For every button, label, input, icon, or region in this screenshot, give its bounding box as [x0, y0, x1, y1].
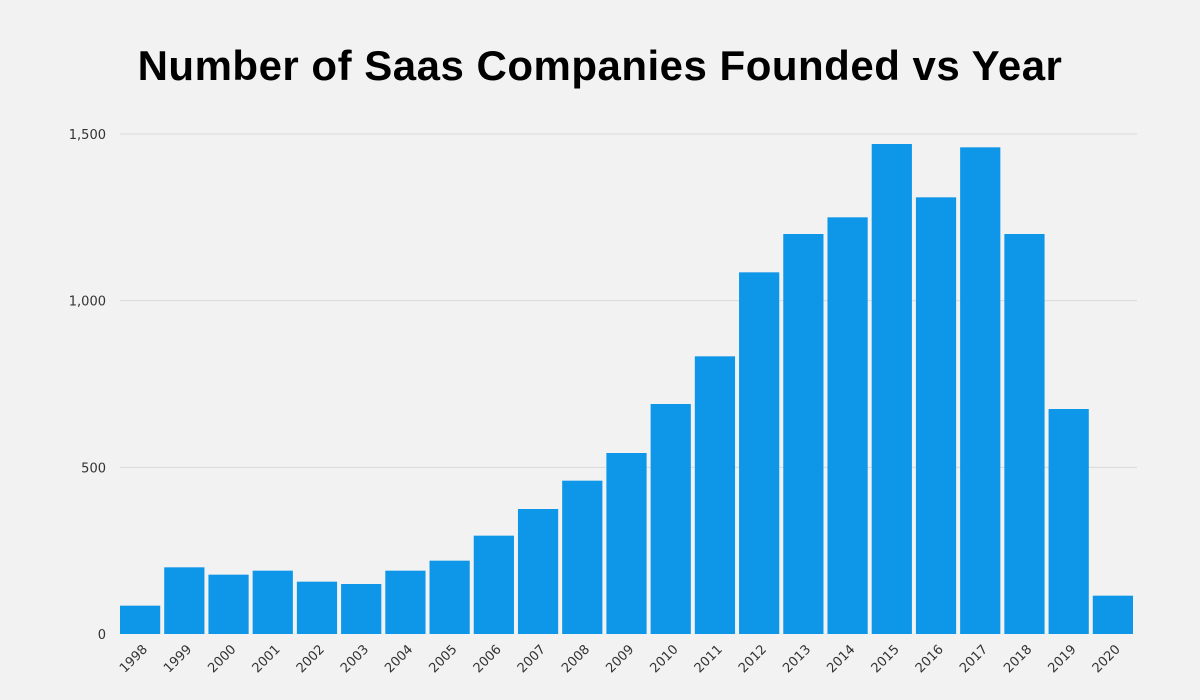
bar-2002: [296, 581, 338, 634]
y-tick-label: 1,000: [69, 295, 106, 310]
x-tick-label: 2015: [869, 642, 903, 676]
x-tick-label: 2017: [957, 642, 991, 676]
x-tick-label: 2003: [338, 642, 372, 676]
bar-2011: [694, 356, 736, 634]
bar-2014: [827, 217, 868, 635]
x-tick-label: 2018: [1001, 642, 1035, 676]
x-tick-label: 2019: [1045, 642, 1079, 676]
bar-2008: [562, 480, 603, 634]
x-tick-label: 2004: [382, 642, 416, 676]
x-tick-label: 2013: [780, 642, 814, 676]
chart-title: Number of Saas Companies Founded vs Year: [137, 42, 1063, 89]
bar-2020: [1092, 595, 1133, 634]
y-tick-label: 500: [81, 461, 106, 476]
x-tick-label: 1998: [117, 642, 151, 676]
x-tick-label: 1999: [161, 642, 195, 676]
x-tick-label: 2006: [471, 642, 505, 676]
bar-2006: [473, 535, 514, 634]
bar-2010: [650, 404, 691, 634]
bar-2000: [208, 574, 249, 634]
bar-2003: [341, 584, 382, 634]
x-tick-label: 2011: [692, 642, 726, 676]
bar-2004: [385, 570, 426, 634]
bar-2015: [871, 144, 912, 634]
x-tick-label: 2020: [1090, 642, 1124, 676]
x-tick-label: 2010: [648, 642, 682, 676]
x-tick-label: 2000: [205, 642, 239, 676]
bar-2001: [252, 570, 293, 634]
bar-2013: [783, 234, 824, 634]
y-tick-label: 1,500: [69, 128, 106, 143]
bar-2012: [739, 272, 780, 634]
bar-1999: [164, 567, 205, 634]
x-tick-label: 2008: [559, 642, 593, 676]
x-tick-label: 2005: [426, 642, 460, 676]
x-tick-label: 2001: [250, 642, 284, 676]
x-tick-label: 2014: [824, 642, 858, 676]
bar-2019: [1048, 409, 1089, 634]
bar-2005: [429, 560, 470, 634]
bar-2017: [960, 147, 1001, 635]
bar-2018: [1004, 234, 1045, 634]
x-tick-label: 2009: [603, 642, 637, 676]
x-tick-label: 2012: [736, 642, 770, 676]
x-tick-label: 2002: [294, 642, 328, 676]
y-tick-label: 0: [98, 628, 106, 643]
bar-2016: [915, 197, 957, 635]
x-tick-label: 2016: [913, 642, 947, 676]
bar-2009: [606, 453, 647, 634]
bar-1998: [120, 605, 161, 634]
bar-2007: [517, 509, 559, 634]
x-tick-label: 2007: [515, 642, 549, 676]
